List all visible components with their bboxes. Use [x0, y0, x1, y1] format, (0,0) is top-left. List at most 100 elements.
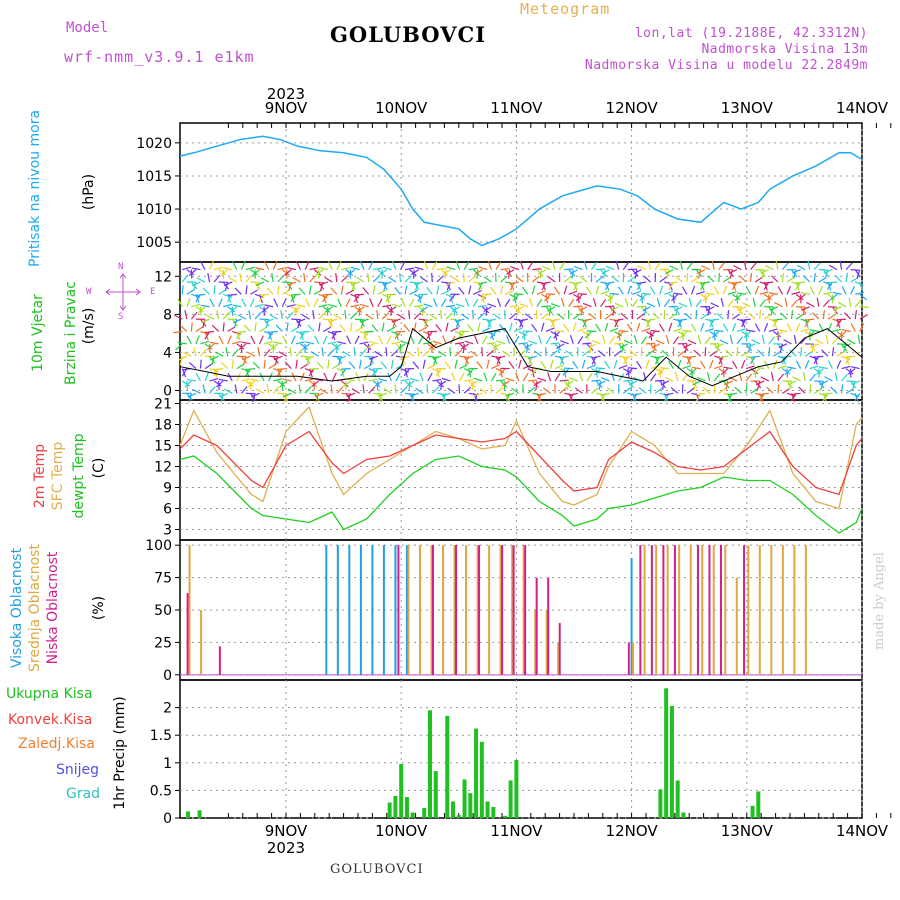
- wind-barb: [613, 350, 622, 357]
- wind-barb: [509, 281, 515, 291]
- wind-barb: [531, 275, 540, 283]
- wind-barb: [440, 380, 443, 390]
- wind-barb: [280, 310, 283, 320]
- wind-barb: [431, 261, 438, 270]
- wind-barb: [813, 262, 821, 271]
- wind-barb: [763, 322, 769, 332]
- wind-barb: [511, 387, 520, 394]
- wind-barb: [723, 392, 733, 397]
- precip-bar: [422, 808, 427, 818]
- wind-barb: [381, 312, 390, 320]
- wind-barb: [450, 327, 459, 333]
- wind-barb: [704, 347, 707, 357]
- wind-barb: [643, 306, 647, 316]
- wind-barb: [436, 275, 444, 283]
- ytick-label-temperature: 15: [154, 439, 172, 455]
- elevation-text: Nadmorska Visina 13m: [701, 42, 868, 57]
- wind-barb: [595, 285, 600, 295]
- wind-barb: [378, 392, 388, 397]
- wind-barb: [319, 281, 328, 286]
- wind-barb: [188, 361, 197, 370]
- wind-barb: [581, 359, 586, 369]
- wind-barb: [473, 290, 482, 295]
- wind-barb: [483, 276, 492, 283]
- pressure-unit-label: (hPa): [81, 173, 97, 211]
- wind-barb: [388, 306, 397, 313]
- wind-barb: [791, 291, 801, 295]
- wind-barb: [308, 368, 315, 377]
- wind-barb: [600, 392, 610, 396]
- wind-barb: [607, 293, 615, 302]
- wind-barb: [775, 331, 783, 338]
- wind-barb: [462, 343, 465, 353]
- wind-barb: [847, 368, 856, 375]
- wind-barb: [412, 269, 415, 279]
- wind-barb: [618, 364, 628, 370]
- wind-barb: [468, 267, 478, 271]
- wind-barb: [214, 367, 224, 371]
- wind-barb: [654, 262, 661, 270]
- wind-barb: [432, 355, 442, 360]
- wind-barb: [485, 306, 488, 316]
- wind-barb: [296, 261, 302, 270]
- wind-barb: [646, 302, 656, 308]
- wind-barb: [234, 384, 238, 394]
- wind-barb: [837, 301, 847, 308]
- wind-barb: [455, 303, 465, 308]
- wind-barb: [460, 313, 470, 320]
- wind-barb: [345, 269, 354, 276]
- wind-barb: [272, 355, 279, 364]
- wind-barb: [236, 330, 246, 334]
- wind-barb: [659, 392, 669, 397]
- wind-barb: [611, 372, 615, 382]
- precip-legend-hail: Grad: [66, 786, 101, 802]
- wind-barb: [547, 275, 556, 283]
- wind-barb: [241, 341, 251, 345]
- wind-barb: [394, 287, 401, 295]
- wind-barb: [550, 349, 558, 357]
- wind-barb: [711, 331, 720, 339]
- wind-barb: [620, 312, 629, 320]
- ytick-label-wind: 8: [163, 307, 172, 323]
- cloud-low-label: Niska Oblacnost: [45, 551, 61, 665]
- wind-barb: [369, 298, 374, 307]
- wind-barb: [368, 386, 376, 394]
- wind-barb: [193, 347, 197, 357]
- wind-barb: [782, 355, 792, 358]
- wind-barb: [763, 293, 772, 301]
- wind-barb: [811, 343, 815, 353]
- wind-barb: [496, 298, 502, 307]
- wind-barb: [616, 331, 624, 339]
- wind-barb: [734, 293, 742, 301]
- wind-barb: [322, 294, 329, 303]
- wind-barb: [354, 306, 363, 313]
- wind-barb: [711, 260, 715, 270]
- wind-barb: [400, 355, 410, 360]
- wind-barb: [771, 275, 779, 283]
- station-title: GOLUBOVCI: [330, 22, 487, 47]
- wind-barb: [591, 379, 601, 382]
- wind-barb: [553, 286, 561, 295]
- wind-barb: [664, 392, 674, 396]
- wind-barb: [362, 287, 370, 295]
- wind-barb: [745, 373, 753, 382]
- wind-barb: [750, 262, 757, 270]
- wind-barb: [540, 322, 545, 332]
- wind-barb: [535, 380, 538, 390]
- wind-barb: [417, 347, 420, 357]
- wind-barb: [677, 350, 686, 357]
- wind-barb: [586, 373, 593, 382]
- wind-barb: [406, 350, 415, 357]
- wind-barb: [757, 349, 765, 357]
- footer-station: GOLUBOVCI: [330, 862, 424, 877]
- wind-barb: [368, 340, 378, 345]
- wind-barb: [202, 318, 206, 328]
- wind-barb: [568, 290, 578, 295]
- wind-barb: [382, 281, 392, 286]
- wind-barb: [245, 380, 254, 387]
- wind-barb: [331, 331, 338, 340]
- wind-barb: [263, 341, 273, 345]
- ytick-label-wind: 4: [163, 345, 172, 361]
- wind-barb: [463, 261, 470, 270]
- wind-barb: [791, 392, 801, 396]
